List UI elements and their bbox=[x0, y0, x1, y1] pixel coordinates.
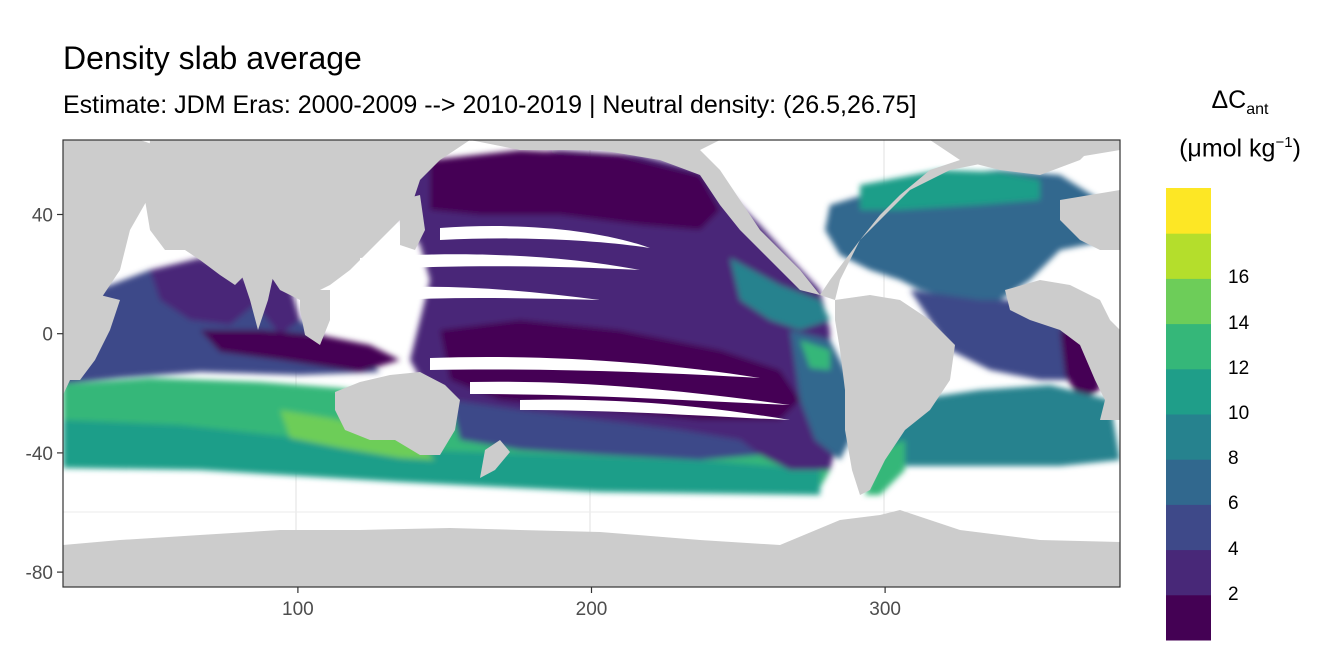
land-south-america bbox=[835, 295, 955, 495]
x-tick-label: 200 bbox=[576, 599, 608, 620]
land-africa-east bbox=[63, 290, 120, 380]
land-africa-wrap bbox=[1005, 280, 1120, 420]
streak-1 bbox=[440, 226, 650, 248]
legend-title-unit: (μmol kg−1) bbox=[1179, 134, 1301, 163]
legend-colorbar bbox=[1166, 188, 1211, 641]
legend-color-bin bbox=[1166, 504, 1211, 551]
legend-title-symbol: ΔCant bbox=[1211, 86, 1269, 118]
land-eurasia bbox=[145, 140, 470, 300]
land bbox=[63, 140, 1120, 587]
legend-color-bin bbox=[1166, 549, 1211, 596]
streak-2 bbox=[360, 254, 640, 270]
streak-6 bbox=[520, 399, 790, 420]
legend-tick-label: 4 bbox=[1228, 538, 1239, 560]
pacific-north-core bbox=[430, 150, 720, 230]
x-tick-label: 100 bbox=[282, 599, 314, 620]
legend-tick-label: 2 bbox=[1228, 583, 1239, 605]
legend-tick-label: 8 bbox=[1228, 448, 1239, 470]
land-new-zealand bbox=[480, 440, 510, 478]
legend-tick-label: 16 bbox=[1228, 267, 1250, 289]
legend-color-bin bbox=[1166, 323, 1211, 370]
land-india bbox=[240, 268, 275, 330]
streak-5 bbox=[470, 381, 790, 405]
land-australia bbox=[335, 372, 460, 455]
legend-color-bin bbox=[1166, 233, 1211, 279]
legend-color-bin bbox=[1166, 368, 1211, 415]
land-europe-edge bbox=[1060, 190, 1120, 250]
y-tick-label: 0 bbox=[42, 325, 53, 346]
land-indochina bbox=[300, 290, 330, 345]
legend-tick-label: 14 bbox=[1228, 312, 1250, 334]
legend-color-bin bbox=[1166, 278, 1211, 325]
atlantic-north-green bbox=[860, 170, 1040, 210]
x-tick-label: 300 bbox=[869, 599, 901, 620]
map-panel bbox=[63, 140, 1120, 587]
pacific-east-band bbox=[790, 330, 855, 460]
x-axis: 100 200 300 bbox=[282, 587, 901, 620]
pacific-east-green bbox=[800, 340, 830, 370]
land-antarctica bbox=[63, 510, 1120, 587]
y-axis: 40 0 -40 -80 bbox=[26, 206, 63, 584]
legend-color-bin bbox=[1166, 459, 1211, 505]
land-japan bbox=[400, 195, 425, 250]
land-greenland bbox=[930, 140, 1100, 175]
legend-color-bin bbox=[1166, 594, 1211, 641]
y-tick-label: 40 bbox=[32, 206, 53, 227]
pacific-southwest bbox=[450, 400, 760, 460]
legend-tick-label: 12 bbox=[1228, 357, 1250, 379]
pacific-east-equatorial bbox=[730, 258, 830, 330]
legend-tick-label: 10 bbox=[1228, 403, 1250, 424]
y-tick-label: -40 bbox=[26, 444, 53, 465]
southern-band-deep bbox=[63, 420, 820, 495]
no-data-streaks bbox=[360, 226, 790, 420]
legend-color-bin bbox=[1166, 414, 1211, 460]
indian-central bbox=[200, 330, 400, 372]
y-tick-label: -80 bbox=[26, 563, 53, 584]
page-title: Density slab average bbox=[63, 40, 362, 76]
page-subtitle: Estimate: JDM Eras: 2000-2009 --> 2010-2… bbox=[63, 91, 917, 119]
land-africa-west bbox=[63, 140, 170, 395]
atlantic-south bbox=[880, 385, 1120, 466]
legend-tick-label: 6 bbox=[1228, 493, 1239, 515]
streak-4 bbox=[430, 356, 760, 378]
atlantic-south-green bbox=[865, 440, 905, 495]
legend-color-bin bbox=[1166, 188, 1211, 234]
streak-3 bbox=[360, 286, 600, 302]
